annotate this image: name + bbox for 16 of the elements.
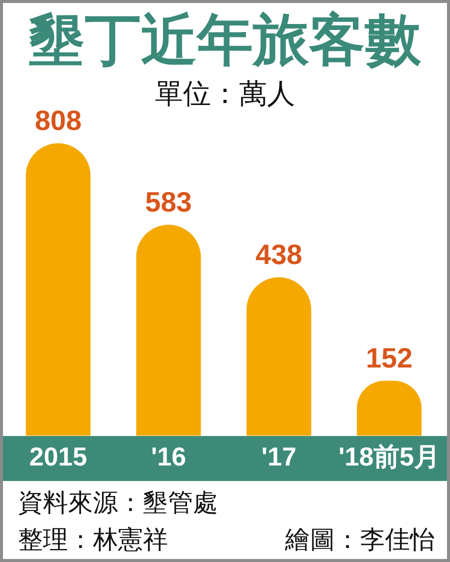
x-tick-label: '16 — [150, 442, 186, 472]
data-label: 438 — [256, 238, 302, 270]
data-label: 808 — [34, 105, 82, 136]
chart-subtitle: 單位：萬人 — [155, 78, 295, 109]
text: 繪圖：李佳怡 — [285, 525, 435, 556]
bar — [136, 224, 201, 436]
text: 整理：林憲祥 — [18, 525, 168, 556]
bar — [26, 143, 91, 436]
x-tick-label: '17 — [261, 442, 296, 472]
bar — [246, 277, 312, 436]
x-tick-label: 2015 — [29, 442, 88, 472]
source-note: 資料來源：墾管處 — [18, 488, 218, 519]
data-label: 583 — [145, 186, 192, 218]
chart-title: 墾丁近年旅客數 — [28, 8, 422, 72]
x-tick-label: '18前5月 — [338, 442, 440, 472]
data-label: 152 — [366, 342, 413, 374]
